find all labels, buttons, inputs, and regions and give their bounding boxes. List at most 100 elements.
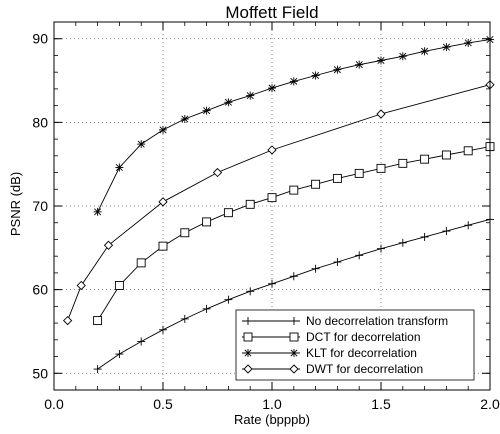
legend-label: DCT for decorrelation	[306, 330, 421, 344]
data-point-plus	[224, 295, 233, 304]
legend-entry: DCT for decorrelation	[242, 330, 421, 344]
legend-box	[235, 309, 475, 381]
y-tick-label: 70	[32, 198, 48, 214]
data-point-plus	[115, 350, 124, 359]
data-point-square	[114, 281, 124, 290]
y-tick-label: 80	[32, 114, 48, 130]
legend-label: No decorrelation transform	[306, 314, 448, 328]
data-point-diamond	[62, 315, 73, 326]
legend-marker-square	[289, 332, 299, 342]
data-point-plus	[289, 272, 298, 281]
x-tick-label: 1.0	[262, 396, 282, 412]
data-point-plus	[311, 264, 320, 273]
data-point-asterisk	[355, 60, 364, 69]
data-point-asterisk	[137, 140, 146, 149]
legend-entry: DWT for decorrelation	[242, 362, 423, 376]
data-point-plus	[377, 244, 385, 253]
legend-marker-square	[243, 332, 253, 342]
data-point-square	[420, 154, 430, 164]
y-tick-label: 50	[32, 365, 48, 381]
data-point-plus	[398, 238, 407, 247]
data-point-square	[136, 258, 146, 268]
data-point-asterisk	[202, 106, 211, 115]
data-point-square	[180, 228, 190, 238]
legend-marker-plus	[244, 317, 252, 325]
x-tick-label: 1.5	[371, 396, 391, 412]
data-point-square	[376, 163, 386, 173]
data-point-asterisk	[398, 52, 407, 61]
data-point-square	[267, 193, 277, 203]
data-point-square	[245, 199, 255, 209]
series-group	[62, 35, 495, 374]
data-point-square	[202, 217, 212, 227]
legend-marker-diamond	[289, 364, 299, 374]
data-point-square	[332, 173, 342, 183]
data-point-asterisk	[159, 125, 167, 134]
data-point-asterisk	[377, 56, 385, 65]
data-point-plus	[268, 279, 276, 288]
data-point-diamond	[158, 197, 168, 207]
legend-label: DWT for decorrelation	[306, 362, 423, 376]
data-point-diamond	[212, 167, 223, 178]
data-point-square	[354, 168, 364, 178]
x-tick-label: 0.0	[44, 396, 64, 412]
legend-marker-asterisk	[290, 349, 298, 357]
data-point-plus	[180, 314, 189, 323]
legend-marker-asterisk	[244, 349, 252, 357]
legend: No decorrelation transform DCT for decorr…	[235, 309, 475, 381]
data-point-plus	[442, 227, 451, 236]
y-tick-label: 60	[32, 282, 48, 298]
legend-marker-diamond	[243, 364, 253, 374]
y-tick-label: 90	[32, 31, 48, 47]
data-point-diamond	[267, 145, 277, 155]
data-point-asterisk	[115, 163, 124, 172]
legend-entry: No decorrelation transform	[242, 314, 448, 328]
x-tick-label: 0.5	[153, 396, 173, 412]
data-point-square	[463, 146, 473, 156]
data-point-square	[289, 185, 299, 195]
data-point-asterisk	[289, 77, 298, 86]
data-point-asterisk	[224, 98, 233, 107]
series-plus	[93, 215, 494, 374]
data-point-plus	[93, 365, 102, 374]
axis-ticks: 0.0 0.5 1.0 1.5 2.0 50 60 70 80 90	[32, 22, 500, 412]
data-point-plus	[137, 337, 146, 346]
data-point-plus	[420, 232, 429, 241]
data-point-asterisk	[420, 47, 429, 56]
series-asterisk	[93, 35, 494, 216]
y-axis-label: PSNR (dB)	[8, 172, 23, 236]
data-point-asterisk	[268, 84, 276, 93]
data-point-square	[398, 158, 408, 168]
data-point-square	[223, 208, 233, 218]
data-point-asterisk	[311, 71, 320, 80]
data-point-plus	[333, 258, 342, 267]
data-point-diamond	[76, 280, 86, 291]
legend-label: KLT for decorrelation	[306, 346, 417, 360]
data-point-asterisk	[464, 38, 473, 47]
data-point-plus	[202, 304, 211, 313]
legend-marker-plus	[290, 317, 298, 325]
data-point-square	[93, 316, 103, 326]
chart-title: Moffett Field	[225, 3, 318, 22]
data-point-asterisk	[180, 115, 189, 124]
data-point-plus	[355, 251, 364, 260]
data-point-plus	[159, 325, 167, 334]
series-square	[93, 142, 495, 326]
x-axis-label: Rate (bpppb)	[234, 412, 310, 427]
data-point-square	[158, 241, 168, 251]
data-point-square	[311, 179, 321, 189]
x-tick-label: 2.0	[480, 396, 500, 412]
data-point-plus	[464, 221, 473, 230]
data-point-asterisk	[246, 91, 255, 100]
legend-entry: KLT for decorrelation	[242, 346, 417, 360]
data-point-plus	[246, 287, 255, 296]
series-line-diamond	[67, 84, 491, 321]
data-point-asterisk	[442, 43, 451, 52]
data-point-asterisk	[333, 65, 342, 74]
data-point-square	[441, 150, 451, 160]
data-point-diamond	[103, 240, 114, 250]
data-point-asterisk	[93, 207, 102, 216]
data-point-diamond	[376, 109, 386, 119]
